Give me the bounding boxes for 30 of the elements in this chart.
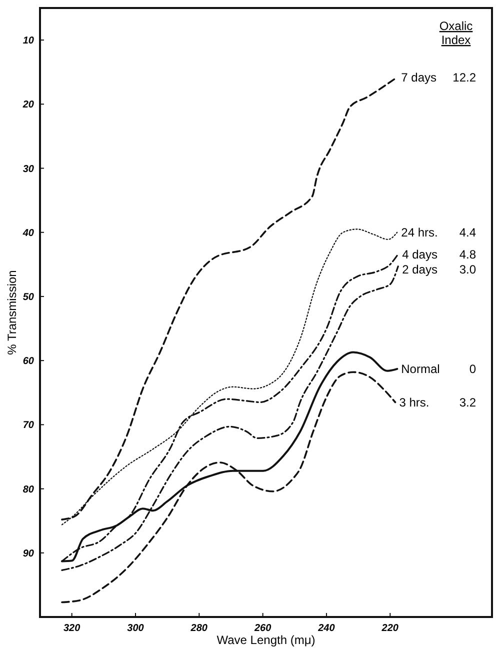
y-tick-label: 10: [22, 36, 34, 47]
y-tick-label: 20: [22, 100, 34, 111]
series-label: Normal: [401, 362, 440, 376]
y-tick-label: 70: [22, 420, 34, 432]
y-tick-label: 40: [22, 228, 34, 239]
y-tick-label: 30: [22, 164, 34, 175]
series-label: 24 hrs.: [401, 226, 438, 240]
annotation: 3.2: [459, 395, 476, 410]
annotation: 12.2: [452, 70, 476, 84]
x-tick-label: 280: [190, 623, 208, 634]
annotation: 4.8: [459, 247, 476, 262]
x-axis-title: Wave Length (mμ): [216, 633, 316, 647]
x-tick-label: 240: [317, 623, 336, 634]
y-tick-label: 90: [22, 548, 34, 560]
series-label: 2 days: [402, 262, 438, 276]
annotation: 0: [469, 362, 476, 376]
x-tick-label: 300: [127, 623, 144, 634]
y-tick-label: 80: [22, 484, 34, 496]
x-tick-label: 260: [253, 623, 272, 634]
y-axis-title: % Transmission: [5, 270, 19, 355]
annotation: 4.4: [459, 226, 476, 240]
x-tick-label: 220: [380, 623, 399, 634]
y-tick-label: 50: [22, 292, 34, 303]
legend-title: Oxalic Index: [439, 19, 473, 47]
series-label: 7 days: [401, 70, 437, 84]
x-tick-label: 320: [63, 623, 81, 634]
series-label: 4 days: [402, 247, 438, 262]
series-label: 3 hrs.: [399, 395, 430, 410]
annotation: 3.0: [459, 262, 476, 276]
y-tick-label: 60: [22, 356, 34, 368]
